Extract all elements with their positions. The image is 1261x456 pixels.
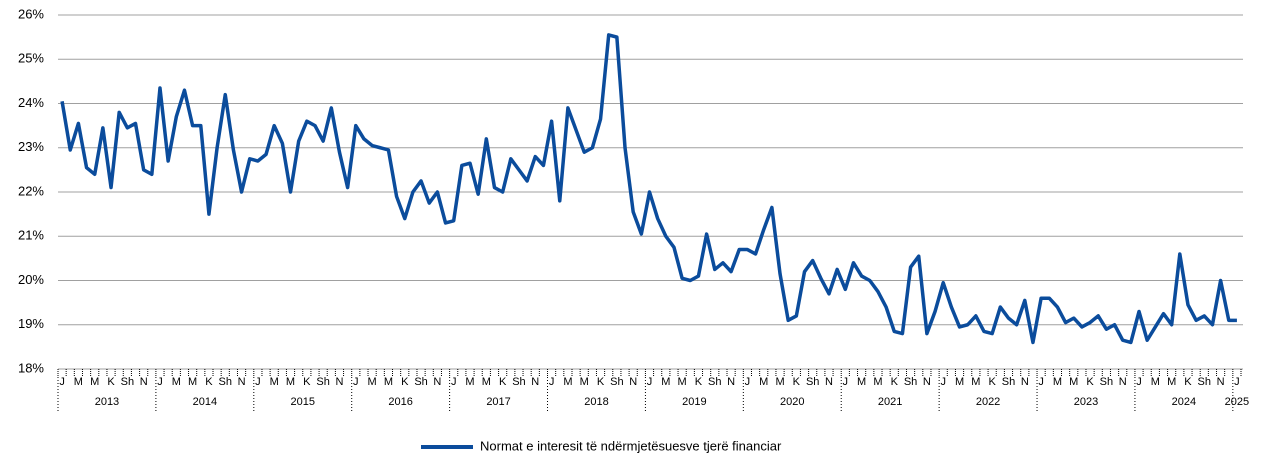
x-tick-label: M xyxy=(368,376,377,388)
x-tick-label: J xyxy=(451,376,457,388)
y-tick-label: 23% xyxy=(18,139,44,154)
x-tick-label: K xyxy=(793,376,801,388)
x-tick-label: J xyxy=(353,376,359,388)
y-tick-label: 25% xyxy=(18,51,44,66)
year-label: 2014 xyxy=(193,396,217,408)
year-label: 2022 xyxy=(976,396,1000,408)
x-tick-label: K xyxy=(695,376,703,388)
x-tick-label: Sh xyxy=(512,376,525,388)
x-tick-label: N xyxy=(1217,376,1225,388)
x-tick-label: K xyxy=(1086,376,1094,388)
x-tick-label: M xyxy=(74,376,83,388)
x-tick-label: M xyxy=(1151,376,1160,388)
x-tick-label: M xyxy=(873,376,882,388)
x-tick-label: N xyxy=(238,376,246,388)
y-tick-label: 24% xyxy=(18,95,44,110)
x-tick-label: Sh xyxy=(806,376,819,388)
line-series xyxy=(60,33,1237,345)
x-tick-label: K xyxy=(1184,376,1192,388)
y-tick-label: 18% xyxy=(18,360,44,375)
x-tick-label: M xyxy=(563,376,572,388)
y-tick-label: 19% xyxy=(18,316,44,331)
x-tick-label: M xyxy=(971,376,980,388)
x-tick-label: J xyxy=(59,376,65,388)
x-tick-label: K xyxy=(891,376,899,388)
x-tick-label: Sh xyxy=(904,376,917,388)
year-label: 2021 xyxy=(878,396,902,408)
x-tick-label: M xyxy=(286,376,295,388)
x-tick-label: M xyxy=(955,376,964,388)
x-tick-label: J xyxy=(843,376,849,388)
x-tick-label: Sh xyxy=(1100,376,1113,388)
year-label: 2016 xyxy=(388,396,412,408)
x-tick-label: N xyxy=(727,376,735,388)
x-tick-label: J xyxy=(940,376,946,388)
x-tick-label: M xyxy=(580,376,589,388)
year-label: 2015 xyxy=(291,396,315,408)
x-tick-label: M xyxy=(775,376,784,388)
x-tick-label: M xyxy=(1069,376,1078,388)
x-tick-label: N xyxy=(1119,376,1127,388)
y-tick-label: 26% xyxy=(18,6,44,21)
x-tick-label: N xyxy=(629,376,637,388)
year-label: 2020 xyxy=(780,396,804,408)
x-tick-label: K xyxy=(107,376,115,388)
x-tick-label: J xyxy=(1038,376,1044,388)
x-tick-label: N xyxy=(923,376,931,388)
x-tick-label: Sh xyxy=(1002,376,1015,388)
x-tick-label: M xyxy=(270,376,279,388)
year-label: 2013 xyxy=(95,396,119,408)
legend-label: Normat e interesit të ndërmjetësuesve tj… xyxy=(480,438,782,453)
y-tick-label: 21% xyxy=(18,228,44,243)
x-tick-label: J xyxy=(549,376,555,388)
x-tick-label: N xyxy=(433,376,441,388)
x-tick-label: K xyxy=(988,376,996,388)
x-tick-label: K xyxy=(499,376,507,388)
x-tick-label: Sh xyxy=(708,376,721,388)
x-tick-label: N xyxy=(531,376,539,388)
x-tick-label: J xyxy=(1136,376,1142,388)
x-tick-label: K xyxy=(205,376,213,388)
x-tick-label: J xyxy=(1234,376,1240,388)
year-label: 2024 xyxy=(1172,396,1196,408)
x-tick-label: M xyxy=(1053,376,1062,388)
x-tick-label: J xyxy=(745,376,751,388)
x-tick-label: K xyxy=(401,376,409,388)
x-tick-label: Sh xyxy=(610,376,623,388)
y-tick-label: 22% xyxy=(18,183,44,198)
x-tick-label: J xyxy=(157,376,163,388)
x-tick-label: Sh xyxy=(414,376,427,388)
x-tick-label: N xyxy=(825,376,833,388)
year-label: 2019 xyxy=(682,396,706,408)
x-tick-label: Sh xyxy=(219,376,232,388)
x-tick-label: K xyxy=(303,376,311,388)
x-tick-label: M xyxy=(759,376,768,388)
x-tick-label: M xyxy=(678,376,687,388)
x-tick-label: M xyxy=(1167,376,1176,388)
x-tick-label: Sh xyxy=(121,376,134,388)
x-tick-label: Sh xyxy=(1198,376,1211,388)
x-tick-label: M xyxy=(384,376,393,388)
x-tick-label: J xyxy=(647,376,653,388)
x-tick-label: M xyxy=(188,376,197,388)
x-tick-label: N xyxy=(1021,376,1029,388)
x-tick-label: K xyxy=(597,376,605,388)
x-tick-label: Sh xyxy=(316,376,329,388)
x-tick-label: M xyxy=(172,376,181,388)
year-label: 2017 xyxy=(486,396,510,408)
x-tick-label: M xyxy=(465,376,474,388)
year-label: 2025 xyxy=(1225,396,1249,408)
x-tick-label: M xyxy=(661,376,670,388)
x-tick-label: M xyxy=(482,376,491,388)
x-tick-label: J xyxy=(255,376,261,388)
x-tick-label: N xyxy=(335,376,343,388)
x-tick-label: M xyxy=(90,376,99,388)
year-label: 2023 xyxy=(1074,396,1098,408)
y-tick-label: 20% xyxy=(18,272,44,287)
year-label: 2018 xyxy=(584,396,608,408)
x-tick-label: M xyxy=(857,376,866,388)
x-tick-label: N xyxy=(140,376,148,388)
